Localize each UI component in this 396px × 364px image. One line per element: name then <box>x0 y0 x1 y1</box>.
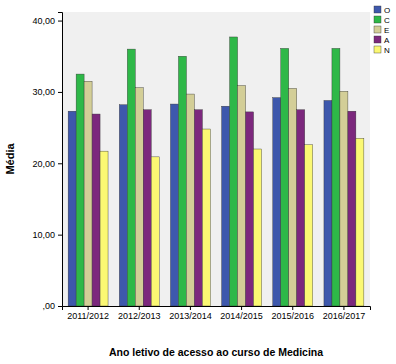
y-tick: ,00 <box>42 301 62 311</box>
x-tick: 2016/2017 <box>323 306 366 321</box>
plot: ,00 10,00 20,00 30,00 40,00 2011/2012 2012/201… <box>32 12 370 321</box>
bar <box>135 88 143 306</box>
legend-label: A <box>384 36 390 45</box>
x-tick: 2013/2014 <box>169 306 212 321</box>
y-tick-mark <box>58 92 62 93</box>
x-tick-mark <box>190 306 191 310</box>
legend-item: E <box>374 26 389 35</box>
bar <box>119 105 127 306</box>
series <box>92 110 356 306</box>
bar <box>92 114 100 306</box>
x-tick-label: 2012/2013 <box>118 311 161 321</box>
bar <box>143 110 151 306</box>
bar <box>186 94 194 306</box>
y-tick-mark <box>58 163 62 164</box>
legend-swatch <box>374 46 381 53</box>
bar <box>348 111 356 306</box>
x-tick: 2014/2015 <box>220 306 263 321</box>
y-tick-mark <box>58 306 62 307</box>
legend-label: C <box>384 16 390 25</box>
bar <box>194 110 202 306</box>
bar <box>202 129 210 306</box>
bar <box>324 100 332 306</box>
x-tick-mark <box>88 306 89 310</box>
bar <box>356 138 364 306</box>
y-tick-label: 10,00 <box>32 230 55 240</box>
x-tick-mark <box>292 306 293 310</box>
bar <box>76 74 84 306</box>
y-tick-mark <box>58 21 62 22</box>
bar <box>332 48 340 306</box>
y-axis: ,00 10,00 20,00 30,00 40,00 <box>32 13 62 312</box>
x-tick-mark <box>343 306 344 310</box>
y-axis-title: Média <box>4 143 16 175</box>
y-axis-line <box>58 13 63 307</box>
y-tick-label: ,00 <box>42 301 55 311</box>
plot-background <box>62 12 370 306</box>
bar <box>297 110 305 306</box>
legend-label: N <box>384 46 390 55</box>
x-axis-line <box>63 307 371 311</box>
bar <box>238 86 246 307</box>
x-tick-label: 2014/2015 <box>220 311 263 321</box>
x-axis-title: Ano letivo de acesso ao curso de Medicin… <box>109 346 323 358</box>
x-tick-label: 2013/2014 <box>169 311 212 321</box>
bar <box>68 111 76 306</box>
bar <box>254 149 262 306</box>
legend-item: C <box>374 16 390 25</box>
x-tick: 2012/2013 <box>118 306 161 321</box>
series <box>76 37 340 306</box>
bar <box>289 88 297 306</box>
x-tick-label: 2015/2016 <box>271 311 314 321</box>
series <box>100 129 364 306</box>
bar <box>305 145 313 306</box>
y-tick: 10,00 <box>32 230 62 240</box>
bar <box>84 81 92 306</box>
legend-item: A <box>374 36 390 45</box>
legend-label: O <box>384 6 390 15</box>
legend-swatch <box>374 16 381 23</box>
y-tick-label: 40,00 <box>32 16 55 26</box>
legend-item: N <box>374 46 390 55</box>
y-tick: 20,00 <box>32 159 62 169</box>
x-tick: 2015/2016 <box>271 306 314 321</box>
legend-swatch <box>374 26 381 33</box>
bar <box>127 49 135 306</box>
x-tick-mark <box>241 306 242 310</box>
bar <box>170 104 178 306</box>
x-tick-label: 2011/2012 <box>67 311 109 321</box>
legend-item: O <box>374 6 390 15</box>
bar <box>273 98 281 306</box>
bars <box>68 37 364 306</box>
legend-swatch <box>374 6 381 13</box>
y-tick-label: 30,00 <box>32 87 55 97</box>
bar <box>281 48 289 306</box>
y-tick: 40,00 <box>32 16 62 26</box>
legend-label: E <box>384 26 389 35</box>
x-axis: 2011/2012 2012/2013 2013/2014 2014/2015 2015… <box>63 306 371 321</box>
bar <box>151 157 159 306</box>
series <box>84 81 348 306</box>
bar <box>246 112 254 306</box>
legend: OCEAN <box>374 6 390 55</box>
bar <box>340 91 348 306</box>
bar <box>230 37 238 306</box>
x-tick: 2011/2012 <box>67 306 109 321</box>
bar <box>100 151 108 306</box>
x-tick-mark <box>139 306 140 310</box>
chart: ,00 10,00 20,00 30,00 40,00 2011/2012 2012/201… <box>0 0 396 364</box>
x-tick-label: 2016/2017 <box>323 311 366 321</box>
y-tick-mark <box>58 235 62 236</box>
y-tick: 30,00 <box>32 87 62 97</box>
y-tick-label: 20,00 <box>32 159 55 169</box>
bar <box>178 56 186 306</box>
bar <box>222 106 230 306</box>
legend-swatch <box>374 36 381 43</box>
